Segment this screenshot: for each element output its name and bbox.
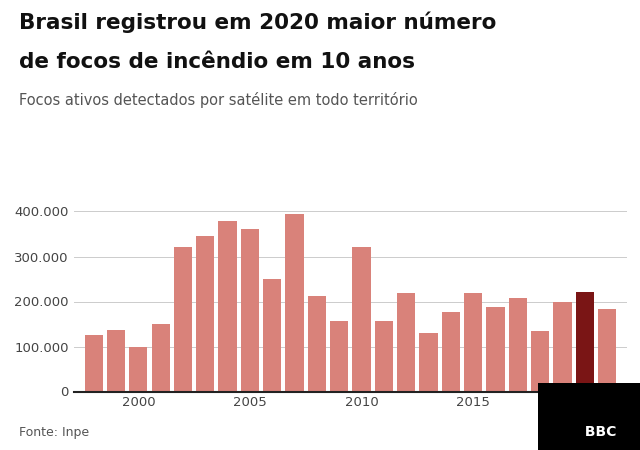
- Bar: [330, 321, 348, 392]
- Text: Brasil registrou em 2020 maior número: Brasil registrou em 2020 maior número: [19, 11, 497, 33]
- Bar: [174, 247, 192, 392]
- Bar: [486, 307, 505, 392]
- Bar: [285, 214, 304, 392]
- Bar: [575, 292, 594, 392]
- Bar: [419, 333, 438, 392]
- Bar: [218, 221, 237, 392]
- Bar: [84, 335, 103, 392]
- Bar: [263, 279, 282, 392]
- Bar: [554, 302, 572, 392]
- Bar: [509, 298, 527, 392]
- Text: Fonte: Inpe: Fonte: Inpe: [19, 426, 90, 439]
- Text: BBC: BBC: [580, 425, 621, 439]
- Bar: [397, 293, 415, 392]
- Bar: [129, 346, 147, 392]
- Bar: [308, 296, 326, 392]
- Text: de focos de incêndio em 10 anos: de focos de incêndio em 10 anos: [19, 52, 415, 72]
- Bar: [152, 324, 170, 392]
- Bar: [442, 312, 460, 392]
- Bar: [353, 247, 371, 392]
- Bar: [375, 321, 393, 392]
- Bar: [598, 309, 616, 392]
- Bar: [531, 331, 549, 392]
- Bar: [196, 236, 214, 392]
- Bar: [464, 293, 483, 392]
- Text: Focos ativos detectados por satélite em todo território: Focos ativos detectados por satélite em …: [19, 92, 418, 108]
- Bar: [241, 229, 259, 392]
- Bar: [107, 330, 125, 392]
